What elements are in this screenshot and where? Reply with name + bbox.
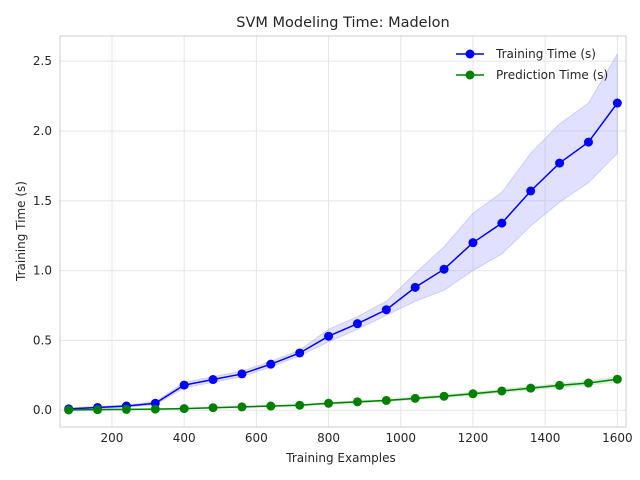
training-time-point [410, 282, 420, 292]
training-time-point [555, 158, 565, 168]
training-time-point [526, 186, 536, 196]
prediction-time-point [121, 404, 131, 414]
y-tick-label: 1.5 [33, 194, 52, 208]
legend: Training Time (s) Prediction Time (s) [456, 47, 608, 82]
training-time-point [266, 359, 276, 369]
x-tick-label: 1400 [530, 431, 561, 445]
training-time-point [381, 305, 391, 315]
prediction-time-point [266, 401, 276, 411]
prediction-time-point [208, 403, 218, 413]
prediction-time-point [439, 391, 449, 401]
training-time-point [439, 264, 449, 274]
training-time-point [612, 98, 622, 108]
training-time-point [352, 319, 362, 329]
y-axis-label: Training Time (s) [14, 181, 28, 282]
prediction-time-legend-marker [465, 70, 475, 80]
x-tick-label: 1200 [458, 431, 489, 445]
prediction-time-point [497, 386, 507, 396]
training-time-line [68, 102, 618, 410]
training-time-legend-label: Training Time (s) [495, 47, 596, 61]
training-time-point [324, 331, 334, 341]
prediction-time-point [410, 393, 420, 403]
x-tick-label: 1000 [385, 431, 416, 445]
y-tick-label: 0.0 [33, 403, 52, 417]
prediction-time-point [93, 405, 103, 415]
prediction-time-point [64, 405, 74, 415]
prediction-time-point [381, 395, 391, 405]
y-tick-label: 0.5 [33, 333, 52, 347]
x-tick-label: 1600 [602, 431, 633, 445]
training-time-point [295, 348, 305, 358]
chart-title: SVM Modeling Time: Madelon [236, 15, 449, 31]
series-lines [64, 98, 622, 415]
training-time-point [179, 380, 189, 390]
prediction-time-point [150, 404, 160, 414]
y-tick-label: 2.0 [33, 124, 52, 138]
x-tick-label: 400 [173, 431, 196, 445]
prediction-time-line [68, 378, 618, 411]
x-tick-label: 200 [101, 431, 124, 445]
prediction-time-point [352, 397, 362, 407]
training-time-point [237, 369, 247, 379]
prediction-time-legend-label: Prediction Time (s) [496, 68, 608, 82]
prediction-time-point [237, 402, 247, 412]
x-tick-label: 600 [245, 431, 268, 445]
prediction-time-point [295, 400, 305, 410]
x-tick-label: 800 [317, 431, 340, 445]
y-tick-label: 1.0 [33, 264, 52, 278]
prediction-time-point [555, 380, 565, 390]
tick-labels: 200 400 600 800 1000 1200 1400 1600 0.0 0.5 1.0 1.5… [33, 54, 633, 445]
training-time-legend-marker [465, 49, 475, 59]
prediction-time-point [583, 378, 593, 388]
training-time-point [208, 375, 218, 385]
prediction-time-point [468, 389, 478, 399]
prediction-time-point [179, 404, 189, 414]
prediction-time-point [526, 383, 536, 393]
y-tick-label: 2.5 [33, 54, 52, 68]
training-time-point [583, 137, 593, 147]
plot-area-frame [59, 35, 627, 428]
prediction-time-point [612, 374, 622, 384]
training-time-confidence-band [68, 52, 618, 411]
training-time-point [497, 218, 507, 228]
training-time-point [468, 238, 478, 248]
prediction-time-point [324, 398, 334, 408]
x-axis-label: Training Examples [285, 451, 395, 465]
